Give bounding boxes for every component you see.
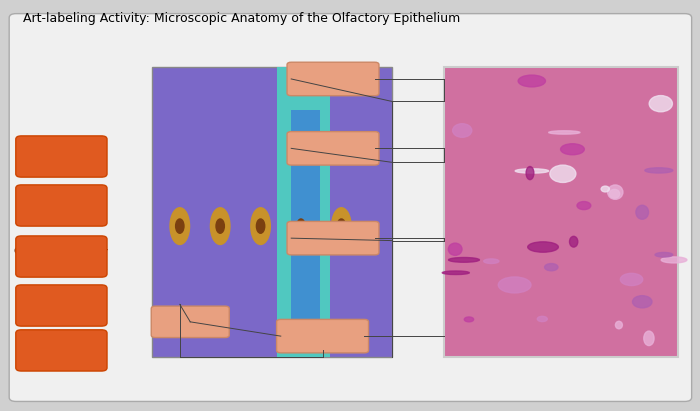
Ellipse shape: [601, 186, 610, 192]
Text: Olfactory glands: Olfactory glands: [20, 201, 104, 210]
Ellipse shape: [484, 259, 499, 263]
Ellipse shape: [649, 96, 673, 112]
Ellipse shape: [291, 208, 311, 245]
Ellipse shape: [577, 201, 591, 210]
Ellipse shape: [655, 252, 673, 257]
Ellipse shape: [538, 316, 547, 322]
FancyBboxPatch shape: [291, 110, 320, 328]
Ellipse shape: [609, 189, 620, 199]
Ellipse shape: [170, 208, 190, 245]
Text: Olfactory receptor
cells: Olfactory receptor cells: [15, 247, 109, 266]
Ellipse shape: [615, 321, 622, 329]
Ellipse shape: [545, 263, 558, 271]
FancyBboxPatch shape: [151, 306, 229, 337]
FancyBboxPatch shape: [9, 14, 692, 402]
Text: Supporting cells: Supporting cells: [20, 152, 103, 161]
FancyBboxPatch shape: [287, 222, 379, 255]
FancyBboxPatch shape: [444, 67, 678, 356]
Ellipse shape: [608, 185, 623, 199]
FancyBboxPatch shape: [16, 330, 107, 371]
Ellipse shape: [464, 317, 474, 322]
Ellipse shape: [337, 219, 346, 233]
Ellipse shape: [644, 331, 654, 346]
Ellipse shape: [561, 144, 584, 155]
FancyBboxPatch shape: [16, 285, 107, 326]
Ellipse shape: [518, 75, 545, 87]
Ellipse shape: [449, 258, 480, 262]
Ellipse shape: [526, 166, 534, 180]
Ellipse shape: [453, 124, 472, 137]
Text: Basal cells: Basal cells: [34, 301, 88, 310]
FancyBboxPatch shape: [277, 67, 330, 356]
Ellipse shape: [256, 219, 265, 233]
Ellipse shape: [245, 181, 276, 271]
Ellipse shape: [297, 219, 305, 233]
Ellipse shape: [662, 257, 687, 263]
FancyBboxPatch shape: [16, 236, 107, 277]
Ellipse shape: [204, 181, 236, 271]
Ellipse shape: [570, 236, 578, 247]
FancyBboxPatch shape: [287, 132, 379, 165]
Ellipse shape: [211, 208, 230, 245]
Ellipse shape: [550, 165, 576, 182]
Ellipse shape: [326, 181, 357, 271]
Ellipse shape: [515, 169, 549, 173]
Ellipse shape: [164, 181, 195, 271]
FancyBboxPatch shape: [287, 62, 379, 96]
FancyBboxPatch shape: [276, 319, 368, 353]
Ellipse shape: [498, 277, 531, 293]
Text: Art-labeling Activity: Microscopic Anatomy of the Olfactory Epithelium: Art-labeling Activity: Microscopic Anato…: [23, 12, 461, 25]
FancyBboxPatch shape: [16, 185, 107, 226]
Text: Cilia: Cilia: [50, 346, 73, 355]
Ellipse shape: [442, 271, 469, 275]
Ellipse shape: [176, 219, 184, 233]
Ellipse shape: [251, 208, 270, 245]
Ellipse shape: [620, 273, 643, 286]
Ellipse shape: [216, 219, 225, 233]
Ellipse shape: [332, 208, 351, 245]
Ellipse shape: [645, 168, 673, 173]
FancyBboxPatch shape: [16, 136, 107, 177]
Ellipse shape: [286, 181, 316, 271]
Ellipse shape: [633, 296, 652, 308]
Ellipse shape: [549, 131, 580, 134]
Ellipse shape: [636, 205, 648, 219]
Ellipse shape: [528, 242, 559, 252]
Ellipse shape: [448, 243, 462, 255]
FancyBboxPatch shape: [152, 67, 392, 356]
